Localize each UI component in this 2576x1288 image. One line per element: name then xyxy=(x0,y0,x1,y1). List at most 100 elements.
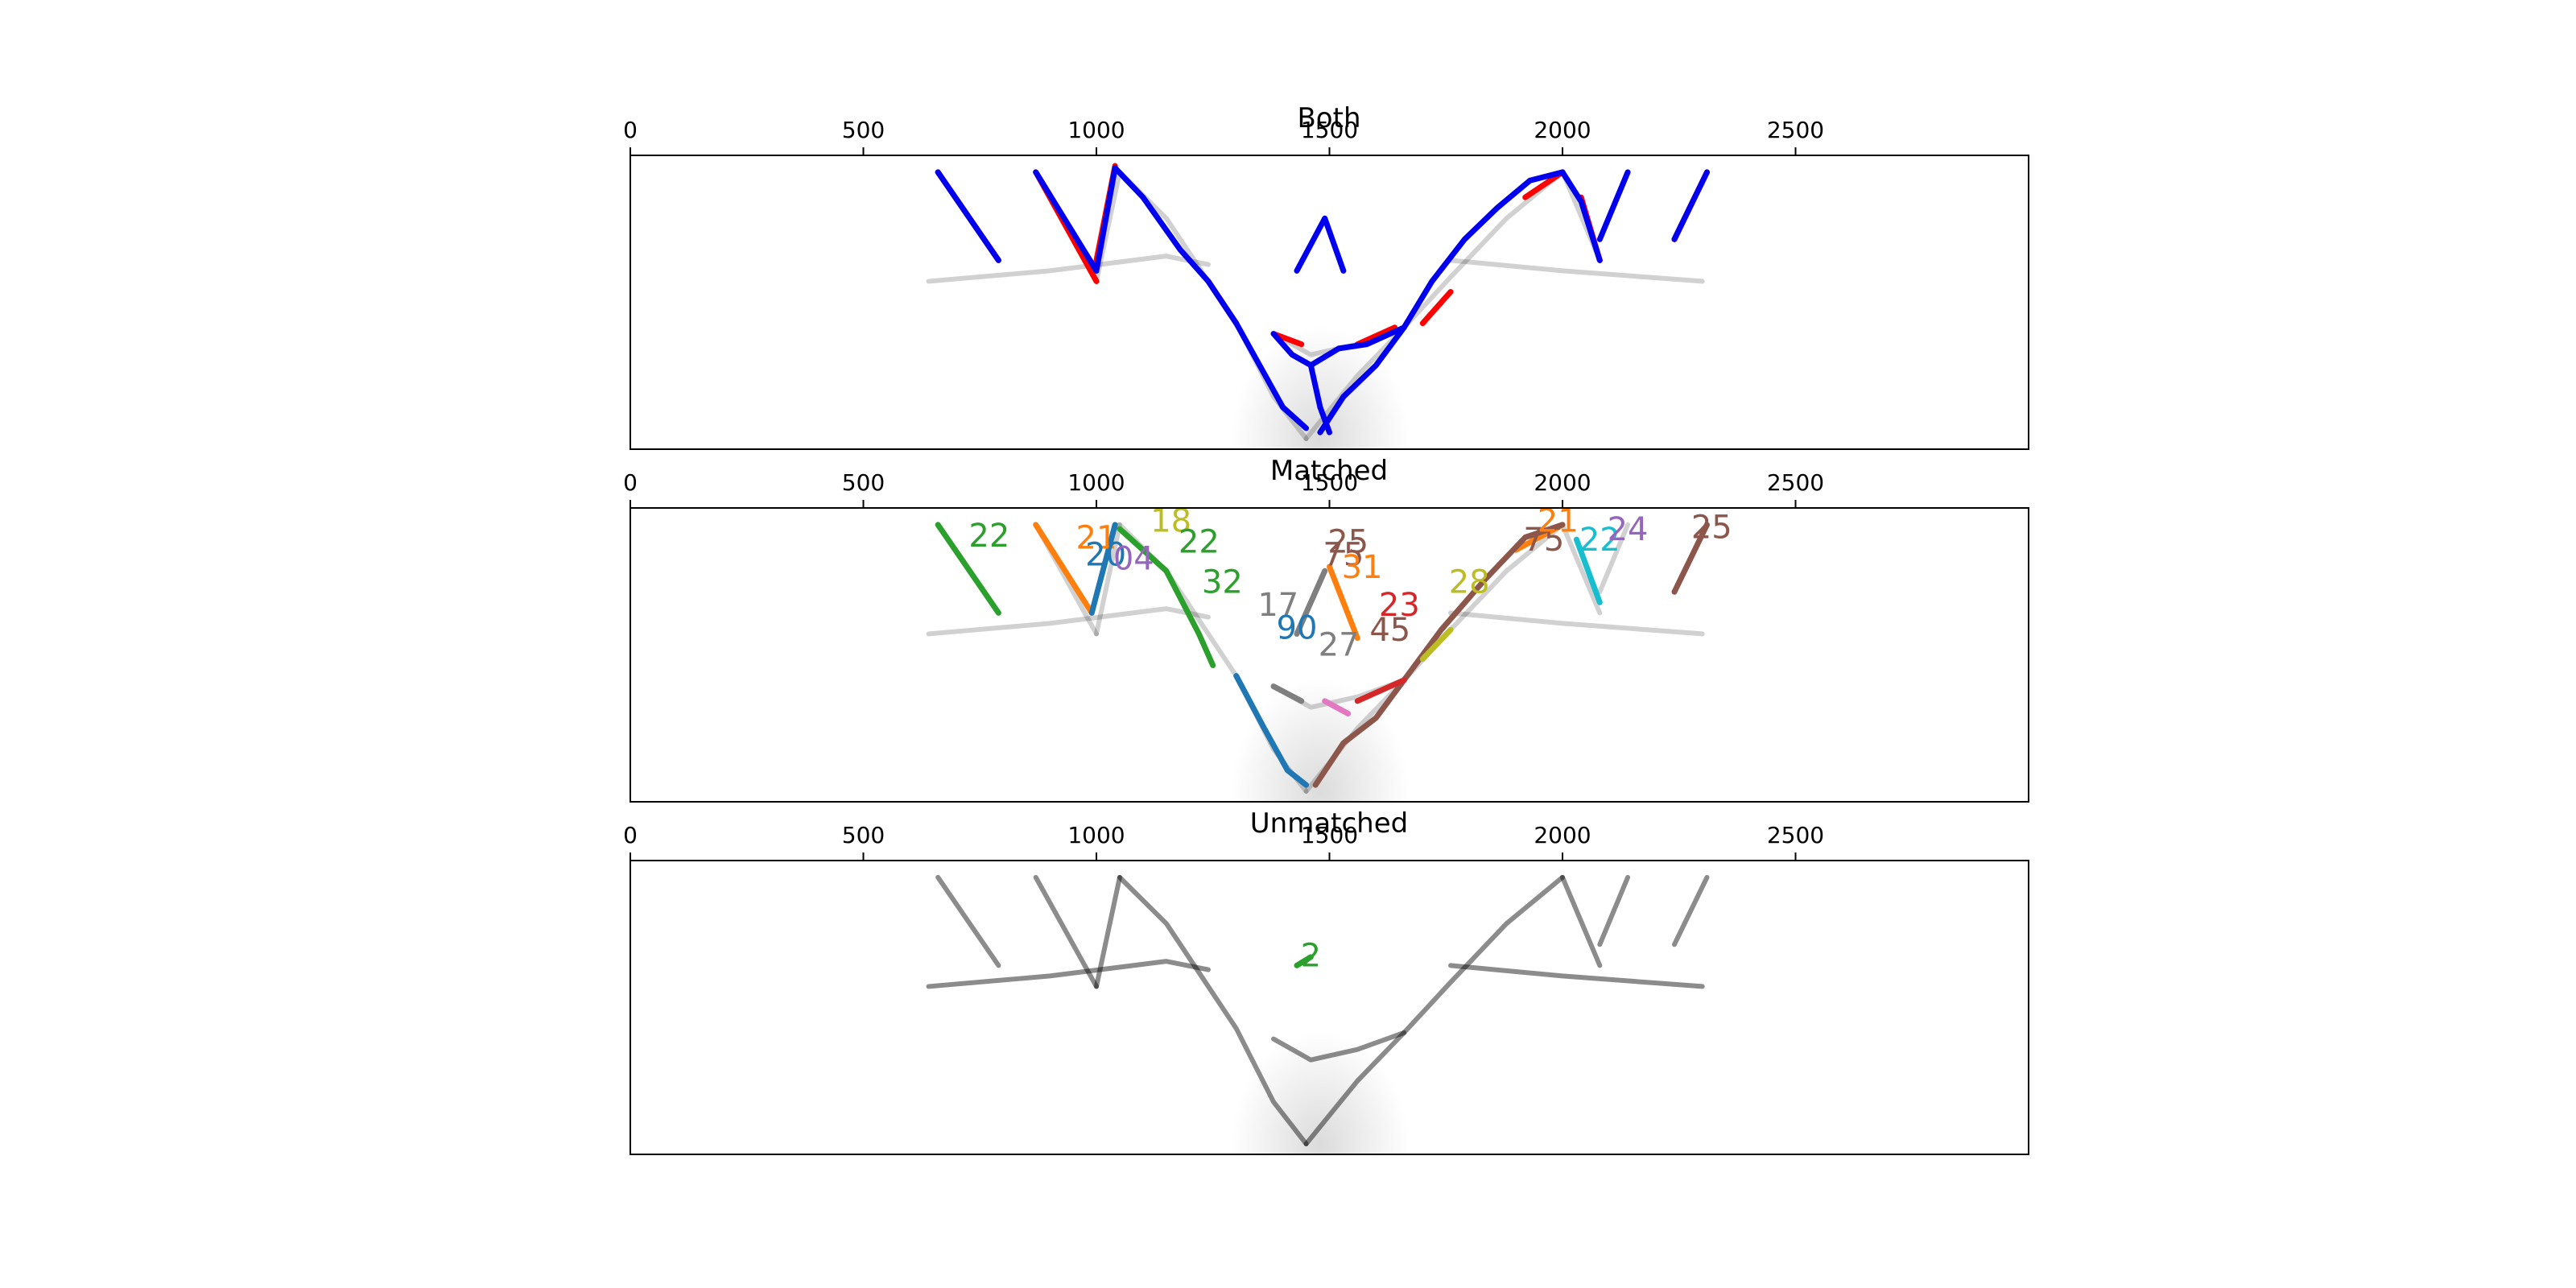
x-tick-label: 2500 xyxy=(1767,117,1824,143)
series-1-segment-9 xyxy=(1401,169,1566,331)
series-1-segment-8 xyxy=(1294,215,1347,274)
background-trace xyxy=(1094,874,1122,989)
trace-label: 04 xyxy=(1113,541,1154,578)
trace-label: 27 xyxy=(1319,626,1360,663)
background-trace xyxy=(1448,963,1705,989)
x-tick-label: 2000 xyxy=(1534,469,1591,496)
background-trace xyxy=(1117,874,1309,1146)
trace-label: 75 xyxy=(1523,522,1564,559)
x-tick-label: 1500 xyxy=(1301,117,1358,143)
series-2-segment-1 xyxy=(1233,673,1310,788)
x-tick-label: 500 xyxy=(842,469,885,496)
x-tick-label: 0 xyxy=(623,117,638,143)
series-layer xyxy=(935,522,1710,788)
x-tick-label: 1000 xyxy=(1067,822,1125,848)
background-trace xyxy=(1303,169,1565,441)
trace-label: 18 xyxy=(1150,503,1191,540)
series-4-segment-0 xyxy=(1294,568,1328,637)
background-trace xyxy=(1448,258,1705,284)
series-1-segment-0 xyxy=(1033,522,1095,616)
series-0-segment-5 xyxy=(1354,324,1398,348)
x-tick-label: 1500 xyxy=(1301,469,1358,496)
series-1-segment-11 xyxy=(1596,169,1631,242)
x-tick-label: 2500 xyxy=(1767,469,1824,496)
series-1-segment-5 xyxy=(1270,324,1407,369)
background-trace xyxy=(1597,874,1631,947)
trace-label: 23 xyxy=(1379,587,1420,624)
background-blob xyxy=(1231,326,1409,449)
series-4-segment-1 xyxy=(1270,683,1305,704)
trace-label: 17 xyxy=(1257,587,1298,624)
series-1-segment-10 xyxy=(1559,169,1603,263)
background-blob xyxy=(1231,679,1409,802)
background-trace xyxy=(1448,610,1705,637)
trace-label: 24 xyxy=(1608,511,1649,548)
trace-label: 2 xyxy=(1301,937,1321,974)
trace-label: 22 xyxy=(1579,522,1620,559)
x-axis-top: 0 500 1000 1500 2000 2500 xyxy=(623,469,1824,508)
series-1-segment-4 xyxy=(1233,320,1310,431)
series-0-segment-0 xyxy=(1294,954,1314,968)
labels-layer: 2 xyxy=(1301,937,1321,974)
trace-label: 45 xyxy=(1369,612,1410,649)
x-tick-label: 1000 xyxy=(1067,117,1125,143)
trace-label: 90 xyxy=(1277,610,1318,647)
background-trace xyxy=(1094,522,1122,637)
trace-label: 31 xyxy=(1342,549,1383,586)
x-tick-label: 2000 xyxy=(1534,117,1591,143)
background-trace xyxy=(935,874,1001,968)
x-tick-label: 1000 xyxy=(1067,469,1125,496)
series-layer xyxy=(935,163,1710,436)
trace-label: 32 xyxy=(1202,564,1243,601)
x-tick-label: 2500 xyxy=(1767,822,1824,848)
panel-title: Both xyxy=(1297,102,1360,134)
series-0-segment-6 xyxy=(1419,288,1454,327)
series-1-segment-2 xyxy=(1093,165,1118,274)
series-3-segment-0 xyxy=(1312,522,1566,788)
background-trace xyxy=(1033,874,1099,989)
x-axis-top: 0 500 1000 1500 2000 2500 xyxy=(623,822,1824,861)
x-tick-label: 500 xyxy=(842,117,885,143)
series-1-segment-3 xyxy=(1112,165,1240,327)
series-1-segment-12 xyxy=(1671,169,1710,242)
background-image xyxy=(926,874,1710,1154)
trace-label: 22 xyxy=(968,518,1009,555)
trace-label: 21 xyxy=(1076,520,1117,557)
panel-unmatched: 2 0 500 1000 1500 2000 2500 Unmatched xyxy=(623,807,2029,1155)
background-trace xyxy=(1560,522,1603,616)
panel-title: Matched xyxy=(1270,455,1388,487)
panel-title: Unmatched xyxy=(1250,807,1408,840)
trace-label: 75 xyxy=(1323,536,1364,573)
trace-label: 21 xyxy=(1538,503,1579,540)
x-tick-label: 2000 xyxy=(1534,822,1591,848)
panel-both: 0 500 1000 1500 2000 2500 Both xyxy=(623,102,2029,450)
background-trace xyxy=(1671,874,1710,947)
x-tick-label: 0 xyxy=(623,822,638,848)
trace-label: 25 xyxy=(1327,524,1368,561)
background-trace xyxy=(1271,1030,1407,1063)
series-1-segment-1 xyxy=(1327,564,1360,642)
x-tick-label: 500 xyxy=(842,822,885,848)
x-axis-top: 0 500 1000 1500 2000 2500 xyxy=(623,117,1824,155)
trace-label: 20 xyxy=(1085,536,1126,573)
trace-label: 22 xyxy=(1179,524,1220,561)
series-1-segment-7 xyxy=(1317,324,1407,436)
background-trace xyxy=(1303,874,1565,1146)
x-tick-label: 0 xyxy=(623,469,638,496)
trace-label: 28 xyxy=(1449,564,1490,601)
series-6-segment-0 xyxy=(1322,698,1352,716)
background-blob xyxy=(1231,1031,1409,1154)
series-1-segment-1 xyxy=(1033,169,1100,274)
series-0-segment-1 xyxy=(1117,526,1216,669)
series-1-segment-0 xyxy=(935,169,1001,263)
background-trace xyxy=(926,606,1211,637)
series-2-segment-0 xyxy=(1088,522,1118,616)
series-0-segment-0 xyxy=(935,522,1001,616)
trace-label: 25 xyxy=(1691,509,1732,546)
series-8-segment-0 xyxy=(1419,626,1454,663)
background-trace xyxy=(926,254,1211,284)
background-trace xyxy=(926,959,1211,989)
